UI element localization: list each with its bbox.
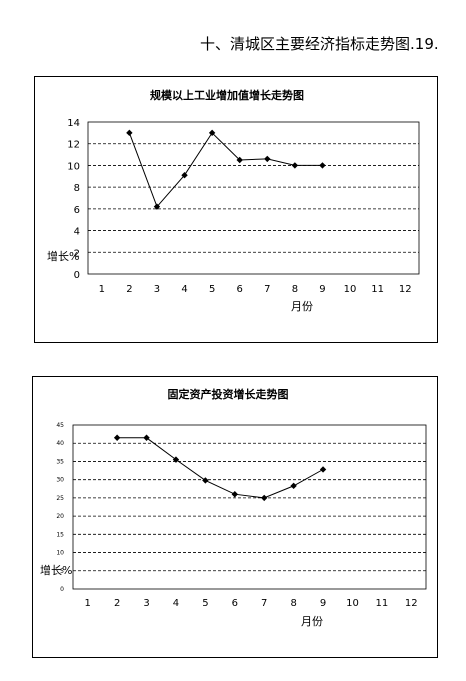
chart2-y-tick-label: 15 [56,531,64,538]
chart2-data-point [261,494,268,502]
chart2-x-tick-label: 6 [232,598,238,609]
chart1-x-tick-label: 3 [154,284,160,295]
chart1-y-tick-label: 10 [67,161,80,172]
chart1-y-axis-label: 增长% [47,249,79,263]
chart1-y-tick-label: 0 [74,270,80,281]
chart1-y-tick-label: 4 [74,227,80,238]
chart1-y-tick-label: 14 [67,118,80,129]
chart1-y-tick-label: 8 [74,183,80,194]
chart2-y-tick-label: 45 [56,422,64,429]
chart2-x-tick-label: 10 [346,598,359,609]
chart2-x-tick-label: 1 [85,598,91,609]
chart2-data-point [319,466,327,473]
chart2-series-line [117,437,324,499]
chart1-series-line [128,132,323,208]
chart2-data-point [231,491,238,498]
chart1-data-point [181,172,188,179]
chart2-y-tick-label: 10 [56,550,64,557]
chart1-x-tick-label: 8 [292,284,298,295]
chart1-x-axis-label: 月份 [291,300,313,313]
chart1-data-point [126,129,133,137]
chart1-x-tick-label: 5 [209,284,215,295]
chart1-data-point [208,129,216,137]
chart2-y-tick-label: 25 [56,495,64,502]
chart2-title: 固定资产投资增长走势图 [168,387,289,401]
chart2-x-tick-label: 2 [114,598,120,609]
chart2-x-tick-label: 3 [143,598,149,609]
chart2-data-point [290,482,297,490]
chart2-x-tick-label: 4 [173,598,179,609]
chart2-x-tick-label: 11 [376,598,389,609]
chart2-x-tick-label: 7 [261,598,267,609]
page-heading: 十、清城区主要经济指标走势图.19. [200,35,439,53]
chart1-data-point [153,203,161,210]
chart2-y-tick-label: 30 [56,477,64,484]
chart-frame-industrial: 规模以上工业增加值增长走势图 0 2 4 6 8 10 12 14 1 2 3 4 5 6 7 8 9 10 11 12… [34,76,438,343]
chart2-x-axis-label: 月份 [301,615,323,628]
chart1-x-tick-label: 6 [237,284,243,295]
chart1-x-tick-label: 7 [264,284,270,295]
chart2-x-tick-label: 9 [320,598,326,609]
chart1-x-tick-label: 12 [399,284,412,295]
chart1-y-tick-label: 12 [67,140,80,151]
chart2-y-tick-label: 5 [60,568,64,575]
chart2-data-point [202,477,209,484]
chart2-data-point [113,434,121,441]
chart2-y-tick-label: 20 [56,513,64,520]
chart2-y-tick-label: 35 [56,458,64,465]
chart1-x-tick-label: 11 [371,284,384,295]
chart1-data-point [319,162,326,169]
chart1-plot-area [87,121,420,275]
chart1-x-tick-label: 2 [126,284,132,295]
chart1-data-point [291,162,299,169]
chart1-x-tick-label: 1 [99,284,105,295]
chart1-x-tick-label: 9 [319,284,325,295]
chart2-x-tick-label: 5 [202,598,208,609]
chart1-y-tick-label: 2 [74,248,80,259]
chart1-title: 规模以上工业增加值增长走势图 [150,88,304,102]
chart2-y-tick-label: 0 [60,586,64,593]
chart2-data-point [143,434,150,441]
chart1-data-point [264,155,271,163]
chart2-x-tick-label: 12 [405,598,418,609]
chart1-x-tick-label: 10 [344,284,357,295]
chart-frame-fixed-investment: 固定资产投资增长走势图 0 5 10 15 20 25 30 35 40 45 1 2 3 4 5 6 7 8 9 10… [32,376,438,658]
chart2-plot-area [72,424,427,590]
chart1-y-tick-label: 6 [74,205,80,216]
chart2-y-axis-label: 增长% [40,563,72,577]
chart1-x-tick-label: 4 [181,284,187,295]
chart2-x-tick-label: 8 [290,598,296,609]
chart2-y-tick-label: 40 [56,440,64,447]
